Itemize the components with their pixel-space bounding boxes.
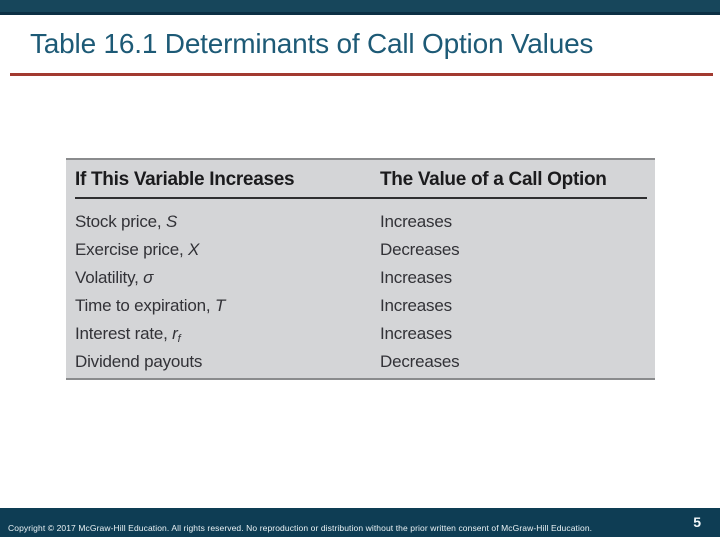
page-number: 5 [693, 514, 701, 530]
variable-label: Exercise price, [75, 240, 189, 259]
cell-effect: Increases [380, 296, 452, 315]
header-value-column: The Value of a Call Option [380, 169, 607, 190]
variable-label: Dividend payouts [75, 352, 203, 371]
cell-variable: Time to expiration, T [75, 292, 380, 325]
table-row: Stock price, S Increases [75, 208, 647, 236]
call-option-determinants-table: If This Variable Increases The Value of … [66, 158, 655, 380]
table-row: Time to expiration, T Increases [75, 292, 647, 320]
cell-effect: Decreases [380, 240, 460, 259]
table-row: Exercise price, X Decreases [75, 236, 647, 264]
cell-effect: Increases [380, 324, 452, 343]
variable-label: Stock price, [75, 212, 166, 231]
page-title: Table 16.1 Determinants of Call Option V… [30, 28, 594, 59]
table-header-row: If This Variable Increases The Value of … [75, 169, 647, 199]
table-row: Volatility, σ Increases [75, 264, 647, 292]
variable-symbol: T [214, 296, 226, 315]
variable-symbol: S [165, 212, 178, 231]
variable-symbol-subscript: f [177, 333, 181, 345]
variable-label: Time to expiration, [75, 296, 215, 315]
cell-variable: Interest rate, rf [75, 320, 380, 353]
variable-symbol: σ [143, 268, 154, 287]
cell-variable: Dividend payouts [75, 348, 380, 381]
variable-symbol: r [172, 324, 178, 343]
table-row: Interest rate, rf Increases [75, 320, 647, 348]
copyright-text: Copyright © 2017 McGraw-Hill Education. … [8, 523, 593, 533]
footer-bar: Copyright © 2017 McGraw-Hill Education. … [0, 508, 720, 537]
cell-effect: Decreases [380, 352, 460, 371]
top-accent-bar [0, 0, 720, 15]
cell-variable: Stock price, S [75, 208, 380, 241]
variable-symbol: X [188, 240, 200, 259]
table-body: Stock price, S Increases Exercise price,… [75, 208, 647, 376]
variable-label: Interest rate, [75, 324, 173, 343]
cell-variable: Exercise price, X [75, 236, 380, 269]
table-row: Dividend payouts Decreases [75, 348, 647, 376]
cell-variable: Volatility, σ [75, 264, 380, 297]
variable-label: Volatility, [75, 268, 144, 287]
header-variable-column: If This Variable Increases [75, 169, 295, 190]
cell-effect: Increases [380, 212, 452, 231]
title-underline-rule [10, 73, 713, 76]
cell-effect: Increases [380, 268, 452, 287]
